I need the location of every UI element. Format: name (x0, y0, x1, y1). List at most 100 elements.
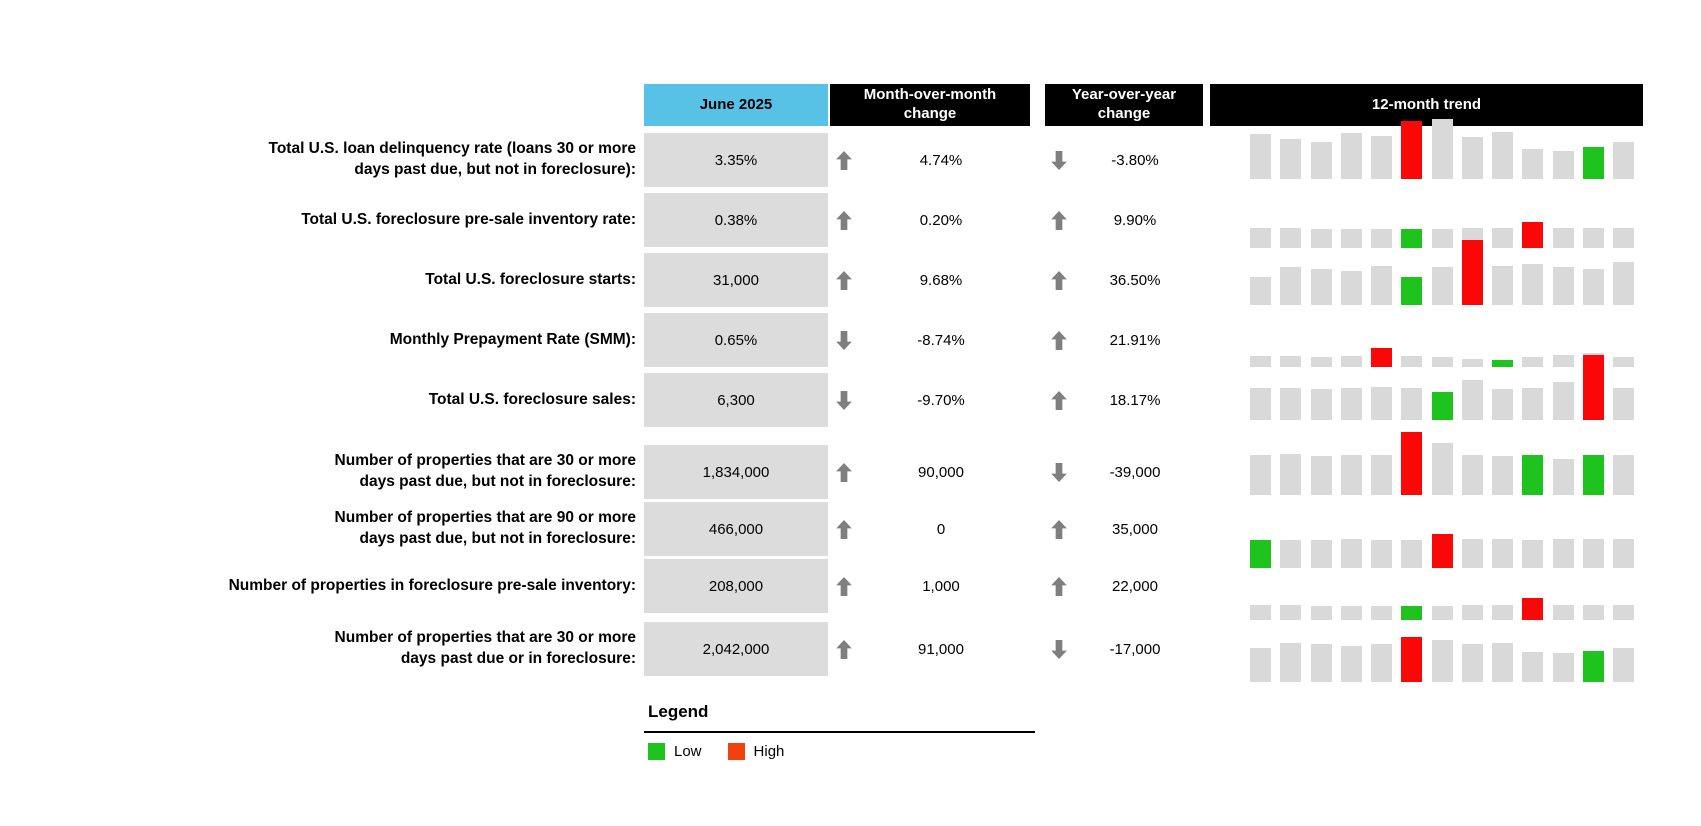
trend-bar-gray (1432, 640, 1453, 682)
current-value-cell: 0.38% (644, 193, 828, 247)
change-value: 21.91% (1109, 331, 1161, 349)
trend-bar-gray (1280, 388, 1301, 420)
trend-bar-gray (1613, 539, 1634, 568)
down-arrow-icon (836, 390, 852, 410)
month-over-month-change: 4.74% (830, 133, 1030, 187)
up-arrow-icon (836, 270, 852, 290)
trend-bar-red (1522, 598, 1543, 620)
trend-bar-gray (1311, 142, 1332, 179)
column-header-date: June 2025 (644, 84, 828, 126)
legend-title: Legend (648, 702, 709, 721)
legend-low-swatch (648, 743, 665, 760)
current-value-cell: 208,000 (644, 559, 828, 613)
change-value: 22,000 (1112, 577, 1158, 595)
year-over-year-change: 35,000 (1045, 502, 1203, 556)
trend-bar-gray (1371, 540, 1392, 568)
legend-low-label: Low (674, 743, 702, 760)
change-value: -9.70% (917, 391, 965, 409)
year-over-year-change: -3.80% (1045, 133, 1203, 187)
trend-bar-green (1432, 392, 1453, 420)
trend-bar-gray (1432, 443, 1453, 495)
trend-bar-green (1492, 360, 1513, 367)
trend-bar-gray (1280, 540, 1301, 568)
trend-bar-gray (1280, 454, 1301, 495)
up-arrow-icon (836, 576, 852, 596)
trend-bar-gray (1492, 456, 1513, 495)
trend-bar-gray (1311, 229, 1332, 248)
legend-high-swatch (727, 743, 745, 760)
trend-bar-gray (1462, 605, 1483, 620)
trend-bar-gray (1280, 139, 1301, 179)
legend-high-label: High (753, 743, 785, 760)
trend-bar-green (1583, 651, 1604, 682)
change-value: 0.20% (919, 211, 963, 229)
trend-bar-red (1462, 240, 1483, 305)
trend-bar-gray (1371, 266, 1392, 305)
trend-bar-gray (1432, 119, 1453, 179)
trend-bar-gray (1250, 228, 1271, 248)
trend-bar-green (1401, 606, 1422, 620)
trend-bar-gray (1250, 356, 1271, 367)
month-over-month-change: 1,000 (830, 559, 1030, 613)
trend-bar-gray (1250, 388, 1271, 420)
down-arrow-icon (1051, 639, 1067, 659)
metric-label: Total U.S. foreclosure starts: (425, 270, 636, 288)
current-value-cell: 466,000 (644, 502, 828, 556)
trend-bar-gray (1613, 605, 1634, 620)
trend-bar-red (1401, 432, 1422, 495)
trend-bar-gray (1522, 540, 1543, 568)
trend-bar-gray (1432, 357, 1453, 367)
trend-bar-gray (1462, 359, 1483, 367)
trend-bar-gray (1401, 388, 1422, 420)
trend-bar-gray (1311, 540, 1332, 568)
metric-label: Number of properties that are 30 or more… (334, 452, 636, 490)
trend-bar-green (1522, 455, 1543, 495)
trend-bar-gray (1341, 388, 1362, 420)
up-arrow-icon (1051, 519, 1067, 539)
trend-bar-gray (1371, 455, 1392, 495)
trend-bar-gray (1341, 133, 1362, 179)
trend-bar-gray (1341, 539, 1362, 568)
trend-bar-gray (1371, 136, 1392, 179)
month-over-month-change: 90,000 (830, 445, 1030, 499)
legend-items: Low High (648, 743, 810, 760)
trend-bar-gray (1613, 228, 1634, 248)
trend-bar-gray (1250, 277, 1271, 305)
current-value-cell: 1,834,000 (644, 445, 828, 499)
current-value-cell: 6,300 (644, 373, 828, 427)
trend-bar-gray (1553, 355, 1574, 367)
trend-bar-gray (1280, 267, 1301, 305)
up-arrow-icon (1051, 270, 1067, 290)
trend-bar-gray (1492, 605, 1513, 620)
trend-bar-gray (1553, 382, 1574, 420)
up-arrow-icon (836, 210, 852, 230)
trend-bar-gray (1250, 648, 1271, 682)
metric-label: Total U.S. loan delinquency rate (loans … (268, 140, 637, 178)
change-value: -8.74% (917, 331, 965, 349)
trend-bar-gray (1522, 652, 1543, 682)
trend-bar-gray (1462, 137, 1483, 179)
trend-bar-gray (1311, 606, 1332, 620)
trend-bar-gray (1311, 357, 1332, 367)
metric-label: Total U.S. foreclosure sales: (428, 390, 636, 408)
trend-bar-gray (1492, 132, 1513, 179)
trend-bar-gray (1341, 455, 1362, 495)
trend-bar-gray (1553, 539, 1574, 568)
trend-bar-gray (1250, 605, 1271, 620)
trend-bar-gray (1492, 228, 1513, 248)
current-value-cell: 0.65% (644, 313, 828, 367)
trend-bar-gray (1613, 357, 1634, 367)
trend-bar-gray (1522, 149, 1543, 179)
trend-bar-gray (1553, 267, 1574, 305)
trend-bar-gray (1341, 606, 1362, 620)
trend-bar-gray (1311, 644, 1332, 682)
year-over-year-change: 22,000 (1045, 559, 1203, 613)
trend-bar-gray (1553, 151, 1574, 179)
change-value: -39,000 (1109, 463, 1161, 481)
trend-bar-gray (1522, 357, 1543, 367)
trend-bar-gray (1583, 228, 1604, 248)
change-value: 36.50% (1109, 271, 1161, 289)
trend-bar-gray (1371, 229, 1392, 248)
trend-bar-green (1401, 229, 1422, 248)
